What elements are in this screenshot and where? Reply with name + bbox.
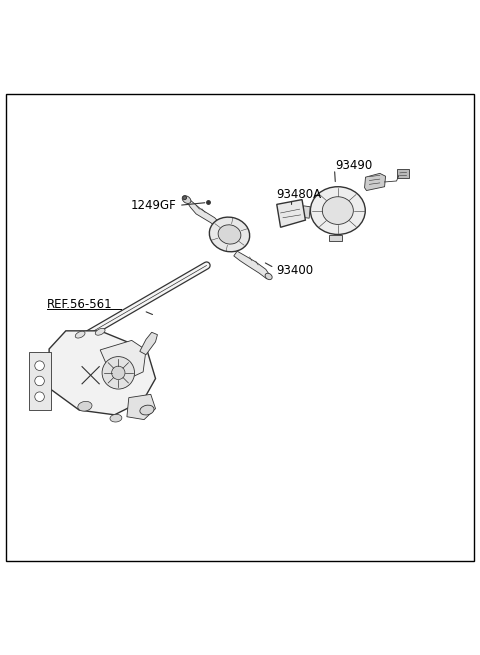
Text: REF.56-561: REF.56-561 — [47, 298, 112, 311]
Ellipse shape — [265, 273, 272, 280]
Polygon shape — [100, 341, 146, 379]
Ellipse shape — [95, 328, 105, 335]
Circle shape — [112, 366, 125, 379]
Polygon shape — [234, 251, 270, 279]
Ellipse shape — [182, 196, 191, 204]
Ellipse shape — [209, 217, 250, 252]
FancyBboxPatch shape — [29, 352, 50, 410]
Polygon shape — [277, 200, 305, 227]
Circle shape — [102, 356, 134, 389]
Polygon shape — [49, 331, 156, 415]
Polygon shape — [187, 198, 220, 227]
Circle shape — [35, 361, 44, 371]
Ellipse shape — [323, 196, 353, 225]
Text: 93400: 93400 — [276, 264, 313, 276]
Polygon shape — [364, 174, 385, 191]
Polygon shape — [127, 394, 156, 420]
Ellipse shape — [140, 405, 154, 415]
Circle shape — [183, 196, 187, 200]
Polygon shape — [329, 235, 342, 241]
Ellipse shape — [75, 331, 85, 338]
FancyBboxPatch shape — [397, 169, 409, 178]
Ellipse shape — [110, 415, 122, 422]
Text: 1249GF: 1249GF — [130, 199, 176, 212]
Circle shape — [35, 392, 44, 402]
Ellipse shape — [78, 402, 92, 411]
Text: 93480A: 93480A — [276, 189, 321, 201]
Circle shape — [35, 376, 44, 386]
Ellipse shape — [218, 225, 241, 244]
Text: 93490: 93490 — [336, 159, 372, 172]
Polygon shape — [302, 206, 310, 218]
Polygon shape — [140, 332, 157, 355]
Ellipse shape — [311, 187, 365, 234]
